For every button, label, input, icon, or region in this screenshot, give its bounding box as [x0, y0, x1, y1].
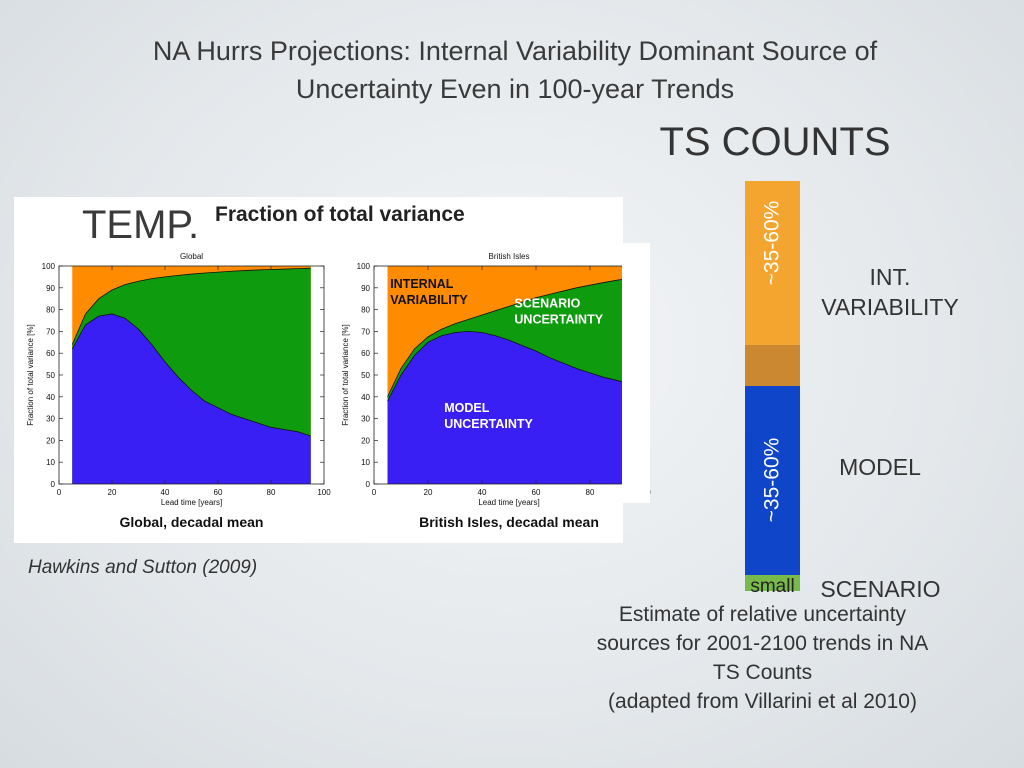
figure-panel: 0 20 40 60 80 100 0 10 20 30 40 50 60 70 80 90 100 Global…: [14, 197, 651, 543]
y-tick-label: 70: [46, 327, 55, 336]
y-tick-label: 0: [366, 480, 371, 489]
y-axis-label: Fraction of total variance [%]: [341, 324, 350, 425]
figure-panel-extension: [622, 243, 650, 503]
y-tick-label: 10: [46, 458, 55, 467]
y-axis-label: Fraction of total variance [%]: [26, 324, 35, 425]
x-tick-label: 80: [586, 488, 595, 497]
y-tick-label: 60: [361, 349, 370, 358]
figure-title: Fraction of total variance: [215, 203, 465, 226]
y-tick-label: 70: [361, 327, 370, 336]
panel-title: British Isles: [489, 252, 530, 261]
y-tick-label: 40: [361, 393, 370, 402]
bar-segment-overlap: [745, 345, 800, 386]
model-boundary-line: [71, 313, 311, 437]
y-tick-label: 20: [46, 436, 55, 445]
y-tick-label: 50: [46, 371, 55, 380]
y-tick-label: 30: [361, 415, 370, 424]
category-model: MODEL: [839, 454, 921, 480]
y-tick-label: 90: [361, 284, 370, 293]
caption: Estimate of relative uncertainty sources…: [560, 600, 965, 716]
model-boundary-line: [387, 330, 631, 402]
model-uncertainty-area: [72, 313, 311, 484]
y-tick-label: 100: [42, 262, 56, 271]
x-tick-label: 20: [424, 488, 433, 497]
y-tick-label: 20: [361, 436, 370, 445]
temp-label: TEMP.: [82, 203, 200, 247]
caption-line: sources for 2001-2100 trends in NA: [596, 632, 929, 655]
scenario-boundary-line: [387, 277, 631, 397]
chart-annotation: SCENARIO UNCERTAINTY: [514, 296, 603, 326]
y-tick-label: 60: [46, 349, 55, 358]
y-tick-label: 40: [46, 393, 55, 402]
category-internal-variability: INT. VARIABILITY: [810, 262, 970, 322]
x-tick-label: 40: [161, 488, 170, 497]
x-tick-label: 80: [267, 488, 276, 497]
bar-segment-model: [745, 386, 800, 575]
y-tick-label: 100: [357, 262, 371, 271]
x-axis-label: Lead time [years]: [161, 498, 222, 507]
panel-footer: Global, decadal mean: [120, 514, 264, 530]
category-label-int: INT.: [869, 264, 911, 290]
x-tick-label: 40: [478, 488, 487, 497]
x-axis-label: Lead time [years]: [478, 498, 539, 507]
ts-counts-title: TS COUNTS: [659, 120, 891, 164]
panel-title: Global: [180, 252, 203, 261]
citation: Hawkins and Sutton (2009): [28, 557, 258, 578]
x-tick-label: 100: [317, 488, 331, 497]
y-tick-label: 80: [46, 306, 55, 315]
bar-segment-int-variability: [745, 181, 800, 345]
caption-line: (adapted from Villarini et al 2010): [608, 690, 917, 713]
bar-segment-scenario: [745, 574, 800, 591]
y-tick-label: 0: [51, 480, 56, 489]
bar-segment-label: ~35-60%: [760, 200, 784, 286]
y-tick-label: 50: [361, 371, 370, 380]
chart-annotation: INTERNAL VARIABILITY: [390, 277, 468, 307]
y-tick-label: 10: [361, 458, 370, 467]
x-tick-label: 60: [214, 488, 223, 497]
y-tick-label: 30: [46, 415, 55, 424]
category-label-variability: VARIABILITY: [821, 294, 959, 320]
category-scenario: SCENARIO: [820, 576, 941, 602]
panel-footer: British Isles, decadal mean: [419, 514, 599, 530]
y-tick-label: 90: [46, 284, 55, 293]
x-tick-label: 60: [532, 488, 541, 497]
slide-title: NA Hurrs Projections: Internal Variabili…: [60, 32, 970, 108]
x-tick-label: 20: [108, 488, 117, 497]
bar-label-scenario: small: [750, 576, 795, 597]
model-uncertainty-area: [387, 331, 631, 484]
y-tick-label: 80: [361, 306, 370, 315]
ts-counts-bar: ~35-60% ~35-60%: [745, 181, 800, 591]
chart-annotation: MODEL UNCERTAINTY: [444, 401, 533, 431]
caption-line: Estimate of relative uncertainty: [618, 603, 907, 626]
caption-line: TS Counts: [712, 661, 813, 684]
x-tick-label: 0: [372, 488, 377, 497]
bar-segment-label: ~35-60%: [760, 437, 784, 523]
slide-title-line2: Uncertainty Even in 100-year Trends: [295, 74, 735, 104]
area-charts: 0 20 40 60 80 1000102030405060708090100Global…: [26, 252, 651, 530]
slide-title-line1: NA Hurrs Projections: Internal Variabili…: [152, 36, 878, 66]
x-tick-label: 0: [57, 488, 62, 497]
